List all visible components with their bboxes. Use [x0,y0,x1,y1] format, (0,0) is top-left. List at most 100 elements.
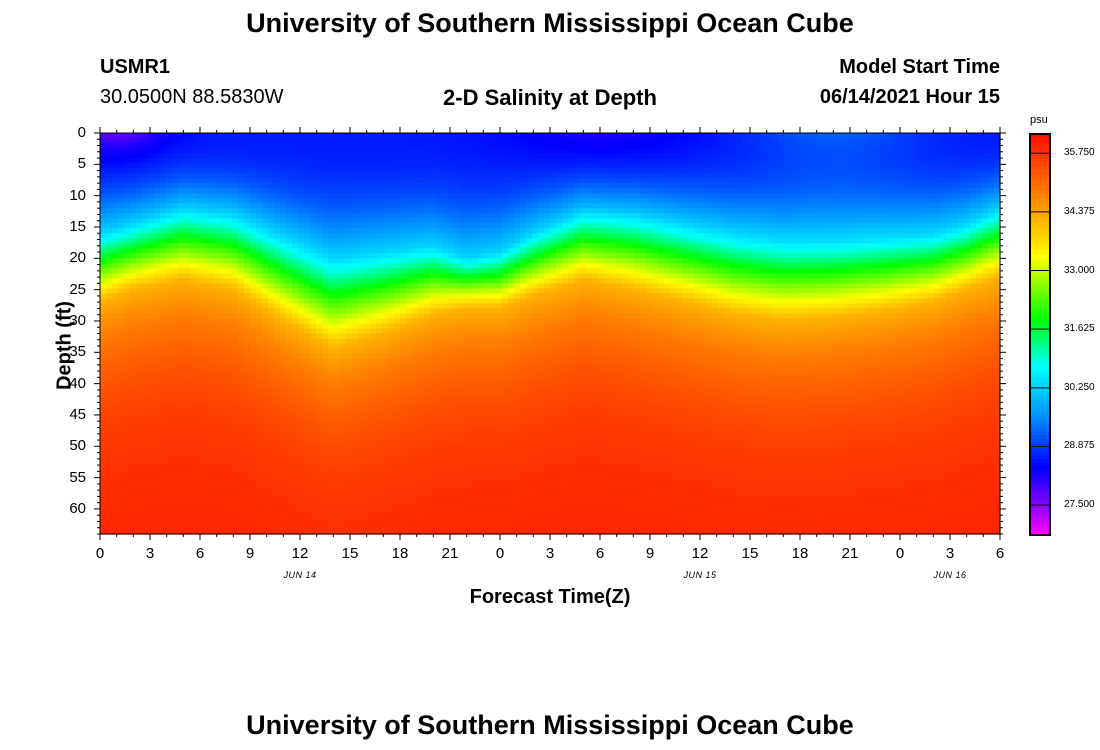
heatmap-cell [376,308,383,315]
heatmap-cell [160,263,167,269]
heatmap-cell [436,153,443,159]
heatmap-cell [316,363,323,370]
heatmap-cell [316,238,323,244]
heatmap-cell [214,258,221,264]
heatmap-cell [424,388,431,395]
heatmap-cell [250,388,257,395]
heatmap-cell [376,138,383,144]
heatmap-cell [160,398,167,405]
heatmap-cell [436,308,443,315]
heatmap-cell [112,143,119,149]
heatmap-cell [118,388,125,395]
heatmap-cell [202,163,209,169]
heatmap-cell [352,243,359,249]
heatmap-cell [166,263,173,269]
heatmap-cell [130,488,137,495]
heatmap-cell [232,348,239,355]
heatmap-cell [292,453,299,460]
heatmap-cell [106,418,113,425]
heatmap-cell [316,348,323,355]
heatmap-cell [382,518,389,525]
heatmap-cell [262,208,269,214]
heatmap-cell [334,528,341,535]
heatmap-cell [382,288,389,294]
heatmap-cell [280,423,287,430]
heatmap-cell [322,228,329,234]
heatmap-cell [112,313,119,320]
heatmap-cell [112,303,119,310]
heatmap-cell [274,198,281,204]
heatmap-cell [442,368,449,375]
heatmap-cell [226,333,233,340]
heatmap-cell [244,338,251,345]
heatmap-cell [154,178,161,184]
heatmap-cell [226,493,233,500]
heatmap-cell [184,353,191,360]
heatmap-cell [262,258,269,264]
heatmap-cell [400,168,407,174]
heatmap-cell [304,418,311,425]
heatmap-cell [340,428,347,435]
heatmap-cell [244,308,251,315]
heatmap-cell [172,483,179,490]
heatmap-cell [262,528,269,535]
heatmap-cell [436,253,443,259]
heatmap-cell [370,273,377,279]
heatmap-cell [346,528,353,535]
heatmap-cell [190,483,197,490]
heatmap-cell [274,273,281,279]
heatmap-cell [220,253,227,259]
heatmap-cell [418,408,425,415]
heatmap-cell [442,348,449,355]
heatmap-cell [256,268,263,274]
heatmap-cell [142,148,149,154]
heatmap-cell [208,153,215,159]
heatmap-cell [196,143,203,149]
heatmap-cell [304,243,311,249]
heatmap-cell [460,293,467,300]
heatmap-cell [112,488,119,495]
heatmap-cell [364,193,371,199]
heatmap-cell [292,428,299,435]
heatmap-cell [358,498,365,505]
heatmap-cell [112,238,119,244]
heatmap-cell [226,513,233,520]
heatmap-cell [292,233,299,239]
heatmap-cell [322,333,329,340]
heatmap-cell [370,518,377,525]
heatmap-cell [358,448,365,455]
heatmap-cell [238,488,245,495]
heatmap-cell [442,408,449,415]
heatmap-cell [376,253,383,259]
heatmap-cell [406,133,413,139]
heatmap-cell [298,403,305,410]
heatmap-cell [460,313,467,320]
heatmap-cell [292,323,299,330]
heatmap-cell [178,343,185,350]
heatmap-cell [436,323,443,330]
heatmap-cell [100,383,107,390]
heatmap-cell [214,393,221,400]
heatmap-cell [202,513,209,520]
heatmap-cell [118,313,125,320]
heatmap-cell [424,298,431,305]
heatmap-cell [406,403,413,410]
heatmap-cell [466,343,473,350]
heatmap-cell [370,498,377,505]
heatmap-cell [190,158,197,164]
heatmap-cell [358,208,365,214]
heatmap-cell [442,173,449,179]
heatmap-cell [388,433,395,440]
heatmap-cell [328,338,335,345]
heatmap-cell [460,353,467,360]
heatmap-cell [364,343,371,350]
heatmap-cell [136,423,143,430]
heatmap-cell [124,203,131,209]
heatmap-cell [184,458,191,465]
heatmap-cell [154,173,161,179]
heatmap-cell [334,378,341,385]
heatmap-cell [262,168,269,174]
heatmap-cell [346,483,353,490]
heatmap-cell [202,463,209,470]
heatmap-cell [220,523,227,530]
